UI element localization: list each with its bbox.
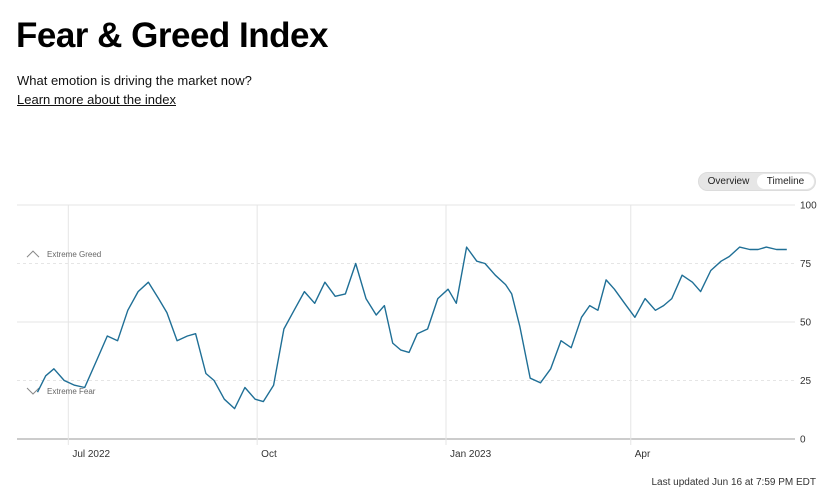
learn-more-link[interactable]: Learn more about the index <box>17 92 176 107</box>
page-subtitle: What emotion is driving the market now? <box>17 73 252 88</box>
y-tick-label: 25 <box>800 376 812 387</box>
y-axis-ticks: 0 25 50 75 100 <box>800 201 817 446</box>
chart-grid <box>17 204 795 445</box>
last-updated-text: Last updated Jun 16 at 7:59 PM EDT <box>651 477 816 488</box>
chart-zones: Extreme Greed Extreme Fear <box>26 250 101 396</box>
x-axis-ticks: Jul 2022 Oct Jan 2023 Apr <box>72 449 651 460</box>
chevron-down-icon <box>26 387 40 395</box>
extreme-fear-label: Extreme Fear <box>47 387 96 396</box>
index-series-line <box>36 246 787 410</box>
y-tick-label: 75 <box>800 259 812 270</box>
overview-toggle-button[interactable]: Overview <box>707 176 750 187</box>
chevron-up-icon <box>26 250 40 258</box>
x-tick-label: Oct <box>261 449 277 460</box>
x-tick-label: Jul 2022 <box>72 449 110 460</box>
y-tick-label: 0 <box>800 435 806 446</box>
chart-series <box>36 246 787 410</box>
extreme-greed-label: Extreme Greed <box>47 250 101 259</box>
fear-greed-timeline-chart: Extreme Greed Extreme Fear 0 25 50 75 100 Jul… <box>17 201 817 460</box>
page-title: Fear & Greed Index <box>16 16 328 55</box>
y-tick-label: 100 <box>800 201 817 212</box>
x-tick-label: Apr <box>635 449 651 460</box>
timeline-toggle-button[interactable]: Timeline <box>757 174 814 189</box>
x-tick-label: Jan 2023 <box>450 449 492 460</box>
y-tick-label: 50 <box>800 318 812 329</box>
view-toggle: Overview Timeline <box>698 172 816 191</box>
